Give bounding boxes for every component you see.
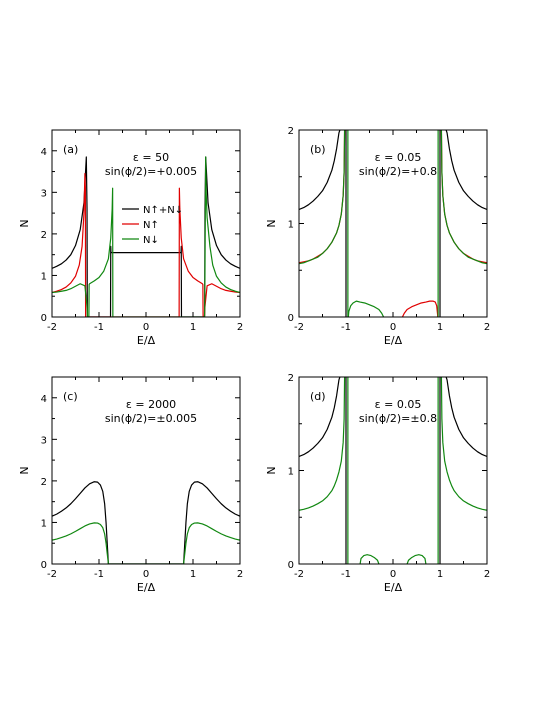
y-axis-label: N <box>18 219 31 227</box>
x-tick-label: -1 <box>94 569 104 580</box>
x-tick-label: 1 <box>437 322 443 333</box>
x-axis-label: E/Δ <box>137 334 156 347</box>
x-tick-label: 1 <box>190 322 196 333</box>
panel-b-line-down-11 <box>347 300 385 317</box>
panel-d-line-down-5 <box>440 377 487 511</box>
y-tick-label: 0 <box>41 313 47 324</box>
panel-b-line-down-8 <box>440 130 487 265</box>
x-tick-label: 0 <box>143 322 149 333</box>
y-tick-label: 1 <box>288 467 294 478</box>
panel-a-series <box>52 156 240 317</box>
x-tick-label: 0 <box>390 322 396 333</box>
panel-c: -2 -1 0 1 2 0 1 2 3 4 E/Δ N (c) ε = 2000sin(ϕ/2)=±0.0… <box>18 376 243 594</box>
panel-c-line-down-1 <box>52 522 240 564</box>
panel-b-series <box>299 130 487 317</box>
annotation-line: ε = 0.05 <box>375 398 422 411</box>
y-tick-label: 2 <box>41 477 47 488</box>
x-tick-label: 0 <box>143 569 149 580</box>
x-tick-label: 1 <box>190 569 196 580</box>
panel-b-line-total-1 <box>445 130 487 211</box>
y-tick-label: 1 <box>41 271 47 282</box>
x-tick-label: -2 <box>294 322 304 333</box>
panel-a-line-down-2 <box>52 156 240 317</box>
x-tick-label: 0 <box>390 569 396 580</box>
y-tick-label: 0 <box>41 560 47 571</box>
panel-a: -2 -1 0 1 2 0 1 2 3 4 E/Δ N (a) ε = 50sin(ϕ/2)=+0.005… <box>18 129 243 347</box>
annotation-line: sin(ϕ/2)=±0.8 <box>359 412 437 425</box>
annotation-line: ε = 2000 <box>126 398 176 411</box>
panel-d-line-total-0 <box>299 377 341 458</box>
x-axis-label: E/Δ <box>384 581 403 594</box>
y-tick-label: 0 <box>288 313 294 324</box>
panel-label: (b) <box>310 143 326 156</box>
y-tick-label: 2 <box>41 230 47 241</box>
panel-d-line-down-4 <box>299 377 346 511</box>
y-tick-label: 4 <box>41 394 47 405</box>
panel-c-series <box>52 481 240 564</box>
legend: N↑+N↓ N↑ N↓ <box>122 205 183 246</box>
x-tick-label: -1 <box>341 322 351 333</box>
y-tick-label: 2 <box>288 126 294 137</box>
x-tick-label: -1 <box>94 322 104 333</box>
annotation-line: sin(ϕ/2)=+0.8 <box>359 165 437 178</box>
panel-d-line-down-8 <box>359 554 380 564</box>
x-axis-label: E/Δ <box>137 581 156 594</box>
y-axis-label: N <box>265 466 278 474</box>
annotation-line: sin(ϕ/2)=±0.005 <box>105 412 197 425</box>
x-tick-label: -2 <box>47 322 57 333</box>
y-tick-label: 3 <box>41 435 47 446</box>
y-tick-label: 0 <box>288 560 294 571</box>
x-tick-label: 2 <box>237 569 243 580</box>
x-axis-label: E/Δ <box>384 334 403 347</box>
legend-entry: N↓ <box>143 235 159 246</box>
panel-label: (d) <box>310 390 326 403</box>
x-tick-label: 2 <box>237 322 243 333</box>
legend-entry: N↑+N↓ <box>143 205 183 216</box>
panel-b-line-up-5 <box>440 130 487 264</box>
panel-c-line-total-0 <box>52 481 240 564</box>
panel-label: (a) <box>63 143 78 156</box>
panel-d-line-total-1 <box>445 377 487 458</box>
panel-label: (c) <box>63 390 78 403</box>
panel-b-line-up-6 <box>401 300 439 317</box>
panel-b-line-total-0 <box>299 130 341 211</box>
x-tick-label: 2 <box>484 569 490 580</box>
annotation-line: ε = 50 <box>133 151 169 164</box>
y-tick-label: 2 <box>288 373 294 384</box>
y-axis-label: N <box>18 466 31 474</box>
panel-a-line-up-1 <box>52 173 240 317</box>
y-tick-label: 1 <box>288 220 294 231</box>
x-tick-label: -1 <box>341 569 351 580</box>
y-tick-label: 1 <box>41 518 47 529</box>
panel-b-line-down-7 <box>299 130 346 265</box>
x-tick-label: -2 <box>294 569 304 580</box>
y-tick-label: 4 <box>41 147 47 158</box>
legend-entry: N↑ <box>143 220 159 231</box>
panel-a-line-total-0 <box>52 156 240 317</box>
annotation-line: sin(ϕ/2)=+0.005 <box>105 165 197 178</box>
panel-d-series <box>299 377 487 564</box>
x-tick-label: 1 <box>437 569 443 580</box>
x-tick-label: -2 <box>47 569 57 580</box>
y-axis-label: N <box>265 219 278 227</box>
annotation-line: ε = 0.05 <box>375 151 422 164</box>
x-tick-label: 2 <box>484 322 490 333</box>
panel-d-line-down-9 <box>406 554 427 564</box>
y-tick-label: 3 <box>41 188 47 199</box>
